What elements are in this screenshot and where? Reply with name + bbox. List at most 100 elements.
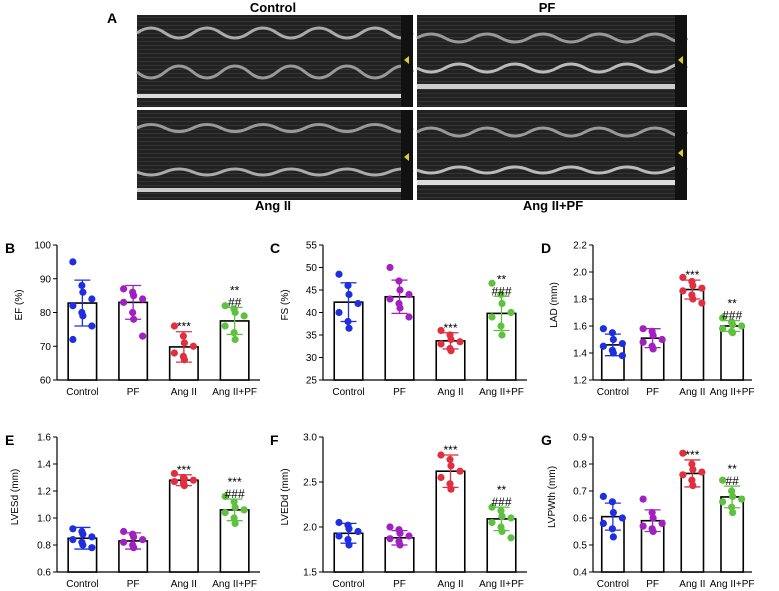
data-point	[639, 495, 647, 503]
data-point	[180, 356, 188, 364]
y-tick-label: 1.2	[573, 376, 587, 387]
data-point	[180, 482, 188, 490]
ylabel-lvesd: LVESd (mm)	[10, 469, 21, 526]
data-point	[437, 326, 445, 335]
data-point	[221, 508, 229, 517]
y-tick-label: 0.7	[573, 487, 587, 498]
y-tick-label: 40	[306, 308, 318, 319]
panel-letter-g: G	[541, 432, 552, 448]
data-point	[498, 512, 506, 520]
data-point	[88, 533, 96, 541]
data-point	[180, 339, 188, 347]
significance-label: ***	[685, 448, 699, 462]
x-tick-label: Control	[332, 579, 364, 590]
data-point	[639, 325, 647, 333]
data-point	[507, 534, 515, 542]
chart-b: 60 70 80 90 100 Control PF Ang II *** Ang II+PF ##…	[34, 241, 260, 398]
panel-letter-c: C	[270, 240, 280, 256]
y-tick-label: 0.4	[573, 568, 587, 579]
data-point	[344, 536, 352, 544]
data-point	[231, 308, 239, 317]
data-point	[446, 455, 454, 464]
data-point	[599, 519, 607, 528]
data-point	[405, 290, 413, 299]
x-tick-label: Ang II	[171, 579, 197, 590]
data-point	[497, 290, 505, 299]
data-point	[69, 335, 77, 344]
y-tick-label: 2.5	[303, 478, 317, 489]
chart-e: 0.6 0.8 1.0 1.2 1.4 1.6 Control PF Ang II *** Ang …	[37, 433, 260, 590]
y-tick-label: 2.0	[303, 523, 317, 534]
data-point	[139, 536, 147, 544]
chart-c: 25 30 35 40 45 50 55 Control PF Ang II *** Ang II+P…	[306, 241, 527, 398]
data-point	[639, 522, 647, 530]
data-point	[170, 469, 178, 478]
y-tick-label: 70	[40, 342, 52, 353]
y-tick-label: 90	[40, 274, 52, 285]
y-tick-label: 1.6	[573, 322, 587, 333]
data-point	[456, 338, 464, 346]
data-point	[689, 482, 697, 490]
data-point	[230, 498, 238, 506]
ylabel-fs: FS (%)	[280, 289, 291, 320]
data-point	[230, 329, 238, 337]
data-point	[386, 523, 394, 531]
x-tick-label: PF	[127, 387, 140, 398]
x-tick-label: PF	[646, 579, 659, 590]
data-point	[618, 352, 626, 360]
significance-label: ***	[177, 320, 191, 334]
significance-label: ***	[228, 475, 242, 489]
data-point	[88, 544, 96, 552]
data-point	[679, 471, 687, 479]
data-point	[139, 295, 147, 303]
data-point	[79, 541, 87, 549]
data-point	[335, 532, 343, 540]
data-point	[719, 476, 727, 484]
y-tick-label: 0.6	[573, 514, 587, 525]
x-tick-label: Control	[597, 387, 629, 398]
figure-label-a: A	[107, 10, 117, 26]
y-tick-label: 0.8	[573, 460, 587, 471]
data-point	[395, 277, 403, 285]
x-tick-label: Control	[66, 579, 98, 590]
data-point	[170, 322, 178, 330]
data-point	[658, 335, 666, 344]
significance-label: **	[497, 483, 507, 497]
data-point	[129, 308, 137, 317]
panel-letter-d: D	[541, 240, 551, 256]
data-point	[498, 527, 506, 536]
data-point	[679, 287, 687, 295]
echo-title-angii: Ang II	[255, 198, 291, 213]
data-point	[231, 503, 239, 511]
data-point	[354, 527, 362, 536]
x-tick-label: PF	[393, 579, 406, 590]
panel-letter-b: B	[5, 240, 15, 256]
y-tick-label: 60	[40, 376, 52, 387]
significance-label: ##	[228, 295, 242, 309]
data-point	[345, 324, 353, 332]
data-point	[335, 270, 343, 278]
data-point	[139, 332, 147, 340]
data-point	[729, 329, 737, 337]
data-point	[69, 525, 77, 533]
bar	[168, 479, 199, 573]
data-point	[729, 321, 737, 329]
data-point	[189, 476, 197, 484]
data-point	[386, 263, 394, 272]
data-point	[497, 322, 505, 330]
x-tick-label: Ang II	[437, 579, 463, 590]
ylabel-ef: EF (%)	[14, 289, 25, 320]
y-tick-label: 35	[306, 331, 318, 342]
data-point	[507, 514, 515, 522]
data-point	[609, 508, 617, 517]
data-point	[447, 462, 455, 470]
data-point	[609, 533, 617, 541]
data-point	[396, 304, 404, 312]
data-point	[386, 295, 394, 303]
x-tick-label: Control	[66, 387, 98, 398]
data-point	[729, 492, 737, 500]
data-point	[488, 313, 496, 321]
significance-label: ***	[443, 443, 457, 457]
data-point	[719, 498, 727, 506]
data-point	[345, 541, 353, 549]
